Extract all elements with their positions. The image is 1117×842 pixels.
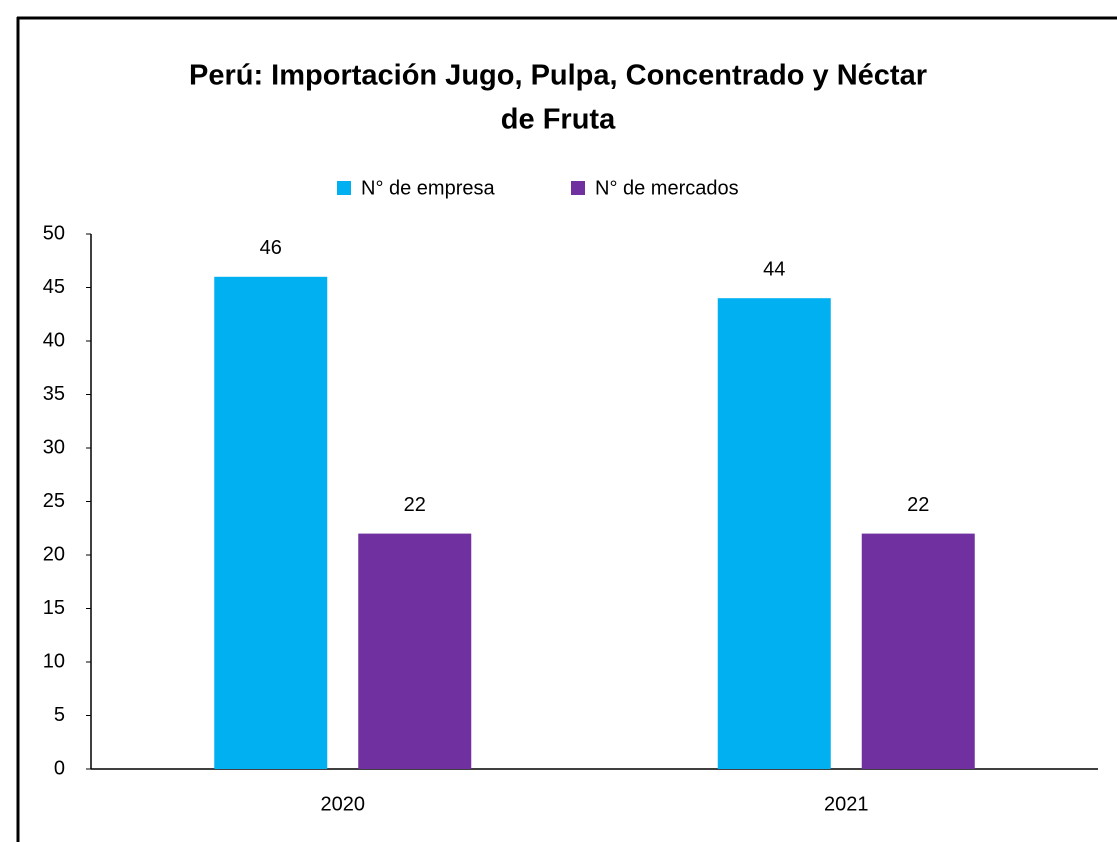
bar	[717, 298, 831, 769]
y-tick-label: 10	[43, 650, 65, 672]
legend-swatch	[337, 181, 351, 195]
bar	[214, 276, 328, 769]
bar	[358, 533, 472, 769]
data-label: 22	[907, 494, 929, 516]
chart-title: Perú: Importación Jugo, Pulpa, Concentra…	[189, 60, 927, 92]
data-label: 46	[260, 237, 282, 259]
y-tick-label: 35	[43, 383, 65, 405]
y-tick-label: 40	[43, 329, 65, 351]
x-tick-label: 2020	[321, 793, 366, 815]
bar	[861, 533, 975, 769]
legend-label: N° de mercados	[595, 177, 739, 199]
y-tick-label: 45	[43, 276, 65, 298]
y-tick-label: 5	[54, 704, 65, 726]
x-tick-label: 2021	[824, 793, 869, 815]
y-tick-label: 15	[43, 597, 65, 619]
y-tick-label: 30	[43, 436, 65, 458]
data-label: 44	[763, 258, 785, 280]
legend-swatch	[571, 181, 585, 195]
y-tick-label: 50	[43, 222, 65, 244]
y-tick-label: 0	[54, 757, 65, 779]
y-tick-label: 20	[43, 543, 65, 565]
y-tick-label: 25	[43, 490, 65, 512]
legend-label: N° de empresa	[361, 177, 495, 199]
chart-title: de Fruta	[501, 104, 616, 136]
data-label: 22	[404, 494, 426, 516]
